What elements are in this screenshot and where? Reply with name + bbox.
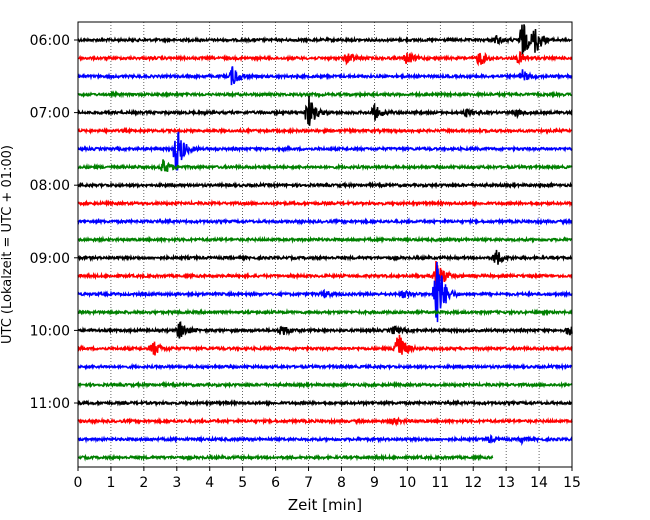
- trace-row-0745: [77, 159, 573, 172]
- y-tick-label: 11:00: [30, 396, 70, 412]
- x-tick-label: 0: [74, 475, 83, 491]
- y-tick-label: 07:00: [30, 106, 70, 122]
- trace-row-1030: [77, 362, 573, 371]
- x-tick-label: 13: [497, 475, 515, 491]
- plot-frame: [77, 21, 573, 468]
- x-tick-label: 12: [464, 475, 482, 491]
- trace-row-0600: [77, 24, 573, 56]
- trace-row-1145: [77, 453, 494, 462]
- trace-row-1100: [77, 398, 573, 408]
- trace-row-0630: [77, 66, 573, 86]
- x-axis-ticks: 0 1 2 3 4 5 6 7 8 9 10 11 12 13 14 15: [74, 467, 581, 491]
- x-tick-label: 6: [271, 475, 280, 491]
- x-tick-label: 14: [530, 475, 548, 491]
- y-tick-label: 09:00: [30, 251, 70, 267]
- trace-row-1115: [77, 416, 573, 427]
- x-tick-label: 3: [172, 475, 181, 491]
- trace-row-0915: [77, 261, 573, 298]
- trace-row-0730: [77, 131, 573, 171]
- trace-row-1045: [77, 380, 573, 389]
- x-tick-label: 15: [563, 475, 581, 491]
- x-tick-label: 4: [205, 475, 214, 491]
- minute-grid: [110, 22, 540, 467]
- y-tick-label: 10:00: [30, 323, 70, 339]
- y-tick-label: 08:00: [30, 178, 70, 194]
- x-tick-label: 2: [139, 475, 148, 491]
- trace-row-0815: [77, 199, 573, 208]
- y-tick-label: 06:00: [30, 33, 70, 49]
- trace-row-0800: [77, 180, 573, 190]
- trace-row-0645: [77, 90, 573, 99]
- x-tick-label: 7: [304, 475, 313, 491]
- trace-row-0830: [77, 217, 573, 226]
- trace-row-1015: [77, 334, 573, 356]
- trace-row-0845: [77, 235, 573, 244]
- y-axis-label: UTC (Lokalzeit = UTC + 01:00): [0, 145, 15, 344]
- trace-row-1130: [77, 433, 573, 447]
- seismic-traces: [77, 24, 573, 462]
- trace-row-0930: [77, 261, 573, 323]
- x-tick-label: 8: [337, 475, 346, 491]
- x-tick-label: 5: [238, 475, 247, 491]
- trace-row-0715: [77, 126, 573, 135]
- x-tick-label: 10: [398, 475, 416, 491]
- x-axis-label: Zeit [min]: [288, 496, 362, 514]
- trace-row-1000: [77, 321, 573, 339]
- x-tick-label: 11: [431, 475, 449, 491]
- x-tick-label: 1: [106, 475, 115, 491]
- trace-row-0615: [77, 51, 573, 67]
- y-axis-ticks: 06:00 07:00 08:00 09:00 10:00 11:00: [30, 33, 78, 412]
- trace-row-0700: [77, 95, 573, 126]
- x-tick-label: 9: [370, 475, 379, 491]
- trace-row-0945: [77, 308, 573, 317]
- trace-row-0900: [77, 249, 573, 265]
